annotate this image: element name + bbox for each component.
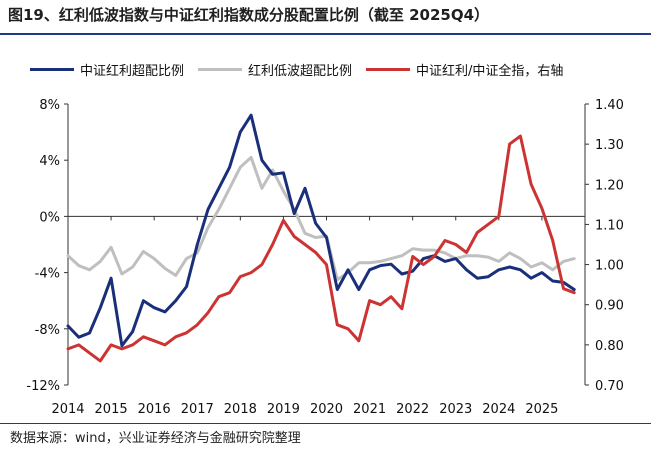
series-line-2	[66, 134, 576, 363]
x-tick-label: 2019	[267, 402, 300, 417]
x-tick-label: 2022	[396, 402, 429, 417]
series-line-1	[66, 155, 576, 282]
source-note: 数据来源：wind，兴业证券经济与金融研究院整理	[10, 431, 301, 446]
right-tick-label: 0.80	[595, 339, 624, 354]
left-tick-label: -4%	[35, 267, 60, 282]
legend-label: 中证红利/中证全指，右轴	[416, 64, 564, 79]
chart-title: 图19、红利低波指数与中证红利指数成分股配置比例（截至 2025Q4）	[8, 6, 490, 24]
left-tick-label: 4%	[39, 154, 60, 169]
x-tick-label: 2025	[525, 402, 558, 417]
x-tick-label: 2020	[310, 402, 343, 417]
x-tick-label: 2016	[138, 402, 171, 417]
series-line-0	[66, 113, 576, 348]
right-tick-label: 1.10	[595, 218, 624, 233]
legend-swatch-red	[366, 68, 411, 71]
x-tick-label: 2018	[224, 402, 257, 417]
right-tick-label: 0.70	[595, 379, 624, 394]
legend-label: 红利低波超配比例	[248, 64, 353, 79]
legend-swatch-gray	[198, 68, 243, 71]
source-divider	[0, 423, 651, 424]
right-tick-label: 1.30	[595, 138, 624, 153]
right-tick-label: 1.20	[595, 178, 624, 193]
legend: 中证红利超配比例 红利低波超配比例 中证红利/中证全指，右轴	[30, 60, 563, 79]
x-tick-label: 2015	[95, 402, 128, 417]
right-tick-label: 0.90	[595, 299, 624, 314]
x-tick-label: 2017	[181, 402, 214, 417]
legend-item-ratio: 中证红利/中证全指，右轴	[366, 60, 563, 79]
title-divider	[0, 33, 651, 35]
legend-swatch-navy	[30, 68, 74, 71]
x-tick-label: 2023	[439, 402, 472, 417]
left-tick-label: 8%	[39, 98, 60, 113]
x-tick-label: 2014	[51, 402, 84, 417]
left-tick-label: -8%	[35, 323, 60, 338]
right-tick-label: 1.40	[595, 98, 624, 113]
x-tick-label: 2024	[482, 402, 515, 417]
left-tick-label: -12%	[26, 379, 60, 394]
left-tick-label: 0%	[39, 210, 60, 225]
legend-item-csi-dividend: 中证红利超配比例	[30, 60, 184, 79]
legend-item-low-vol: 红利低波超配比例	[198, 60, 352, 79]
right-tick-label: 1.00	[595, 259, 624, 274]
x-tick-label: 2021	[353, 402, 386, 417]
legend-label: 中证红利超配比例	[80, 64, 185, 79]
